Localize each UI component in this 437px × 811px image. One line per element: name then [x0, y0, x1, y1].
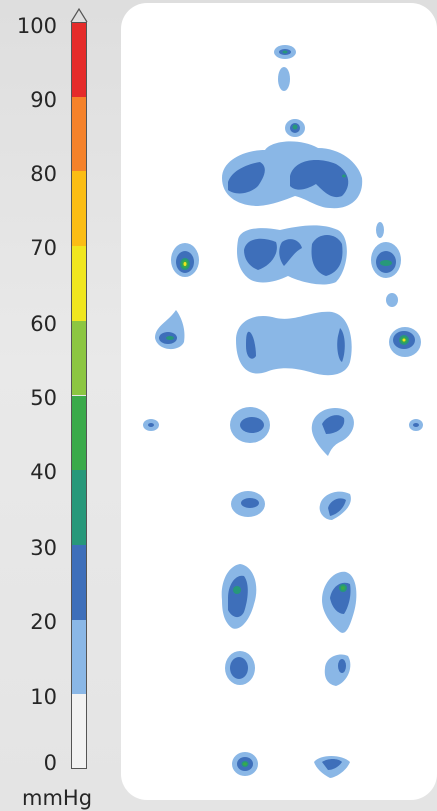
scale-band-30-40 [71, 470, 87, 545]
teal-spot-left-elbow [166, 336, 174, 340]
yellow-spot-left-shoulder [183, 262, 187, 266]
blob-right-ankle [324, 654, 351, 686]
core-right-hand [413, 423, 419, 427]
blob-right-dot-b [386, 293, 398, 307]
core-left-thigh [240, 417, 264, 433]
teal-spot-head [282, 50, 288, 54]
core-lower-back-left [246, 331, 256, 359]
core-right-ankle [338, 659, 346, 673]
core-upper-back-right [290, 160, 349, 198]
core-mid-back-left [244, 238, 277, 270]
teal-spot-right-shoulder [380, 260, 392, 266]
green-spot-right-calf [341, 586, 345, 590]
core-left-ankle [230, 657, 248, 679]
tick-70: 70 [30, 236, 57, 260]
blob-right-dot-a [376, 222, 384, 238]
core-upper-back-left [228, 162, 265, 194]
yellow-spot-right-elbow [402, 338, 406, 342]
tick-0: 0 [43, 751, 57, 775]
blob-lower-back [236, 311, 352, 376]
scale-band-50-60 [71, 320, 87, 396]
core-left-knee [241, 498, 259, 508]
scale-band-70-80 [71, 171, 87, 247]
tick-60: 60 [30, 312, 57, 336]
tick-80: 80 [30, 162, 57, 186]
core-right-thigh [322, 415, 345, 434]
scale-labels: 100 90 80 70 60 50 40 30 20 10 0 [0, 0, 62, 811]
unit-label: mmHg [22, 786, 93, 810]
green-spot-left-heel [243, 762, 247, 766]
scale-band-90-100 [71, 22, 87, 97]
tick-90: 90 [30, 88, 57, 112]
core-mid-back-right [311, 235, 343, 276]
core-lower-back-right [337, 328, 345, 362]
scale-band-80-90 [71, 96, 87, 172]
core-left-hand [148, 423, 154, 427]
scale-band-40-50 [71, 395, 87, 471]
scale-band-60-70 [71, 246, 87, 321]
core-mid-back-center [279, 239, 302, 266]
teal-spot-neck [292, 124, 298, 130]
scale-arrow-icon [70, 7, 88, 23]
scale-band-0-10 [71, 694, 87, 769]
tick-20: 20 [30, 610, 57, 634]
pressure-map-panel [121, 3, 437, 800]
core-right-knee [328, 498, 346, 516]
core-right-heel [322, 759, 342, 770]
teal-spot-left-calf [233, 586, 241, 594]
tick-40: 40 [30, 460, 57, 484]
color-scale-bar [71, 22, 87, 769]
scale-band-20-30 [71, 544, 87, 620]
core-left-calf [228, 575, 248, 618]
tick-10: 10 [30, 685, 57, 709]
tick-50: 50 [30, 386, 57, 410]
blob-head-mid [278, 67, 290, 91]
teal-spot-back [342, 174, 346, 178]
tick-30: 30 [30, 536, 57, 560]
scale-band-10-20 [71, 619, 87, 695]
tick-100: 100 [16, 14, 57, 38]
